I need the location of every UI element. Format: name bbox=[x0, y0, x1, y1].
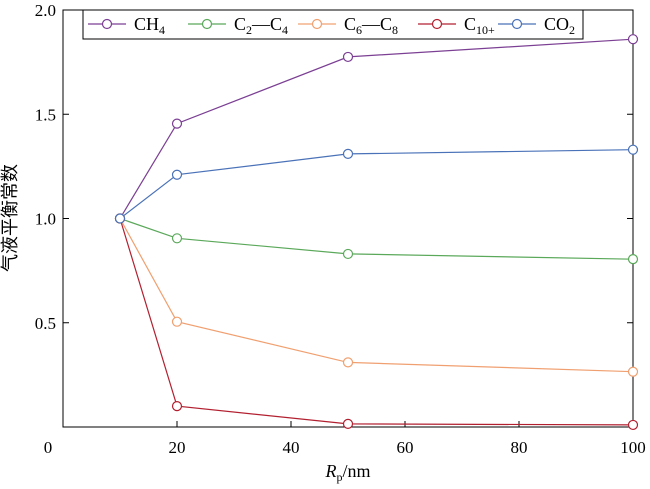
data-point bbox=[171, 169, 183, 180]
legend-label: C6—C8 bbox=[344, 14, 398, 37]
y-tick-label: 1.5 bbox=[35, 105, 56, 124]
legend-label: CH4 bbox=[134, 14, 165, 37]
legend-swatch-marker bbox=[511, 18, 523, 30]
y-tick-label: 2.0 bbox=[35, 1, 56, 20]
series-line bbox=[119, 149, 634, 219]
y-tick-label: 1.0 bbox=[35, 210, 56, 229]
x-axis-label-sub: p bbox=[336, 470, 342, 484]
data-point bbox=[627, 254, 639, 265]
x-tick-label: 60 bbox=[397, 438, 414, 457]
data-point bbox=[171, 316, 183, 327]
x-tick-label: 20 bbox=[169, 438, 186, 457]
y-axis-label: 气液平衡常数 bbox=[0, 164, 20, 272]
series-markers bbox=[114, 34, 639, 431]
series-line bbox=[119, 218, 634, 373]
x-axis-label-main: R bbox=[324, 461, 336, 481]
x-tick-label: 100 bbox=[620, 438, 646, 457]
legend-swatch-marker bbox=[201, 18, 213, 30]
data-point bbox=[342, 51, 354, 63]
data-point bbox=[342, 357, 354, 368]
data-point bbox=[627, 419, 639, 431]
series-line bbox=[119, 218, 634, 426]
x-tick-label: 80 bbox=[511, 438, 528, 457]
legend-swatch-marker bbox=[311, 18, 323, 30]
series-line bbox=[119, 38, 634, 219]
data-point bbox=[171, 118, 183, 129]
legend-swatch-marker bbox=[431, 18, 443, 30]
tick-labels: 0 20 40 60 80 100 0.5 1.0 1.5 2.0 bbox=[35, 1, 646, 457]
data-point bbox=[627, 144, 639, 155]
x-tick-label: 0 bbox=[44, 438, 53, 457]
data-point bbox=[627, 366, 639, 377]
x-axis-label: Rp/nm bbox=[324, 461, 370, 484]
data-point bbox=[171, 233, 183, 244]
x-tick-label: 40 bbox=[283, 438, 300, 457]
legend-label: C10+ bbox=[464, 14, 495, 37]
y-tick-label: 0.5 bbox=[35, 314, 56, 333]
series-lines bbox=[119, 38, 634, 426]
data-point bbox=[342, 418, 354, 429]
data-point bbox=[342, 248, 354, 260]
data-point bbox=[114, 213, 126, 224]
legend-swatch-marker bbox=[101, 18, 113, 30]
data-point bbox=[342, 148, 354, 159]
legend-label: CO2 bbox=[544, 14, 575, 37]
series-line bbox=[119, 217, 634, 260]
data-point bbox=[627, 34, 639, 45]
legend-label: C2—C4 bbox=[234, 14, 288, 37]
x-axis-label-unit: /nm bbox=[342, 461, 370, 481]
legend: CH4 C2—C4 C6—C8 C10+ CO2 bbox=[82, 9, 584, 40]
data-point bbox=[171, 401, 183, 412]
